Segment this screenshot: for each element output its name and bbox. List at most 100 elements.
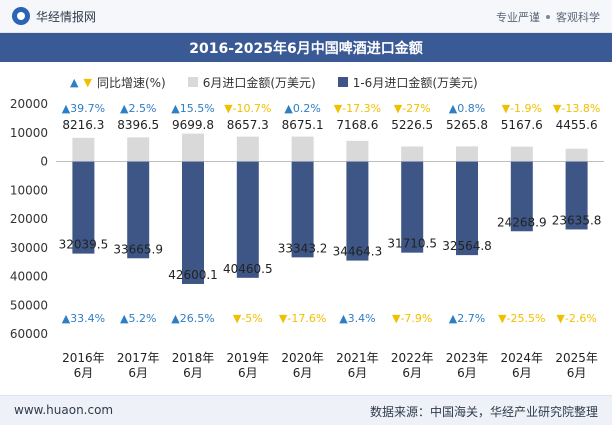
ytd-value-label: 32564.8 <box>442 239 492 253</box>
triangle-down-icon: ▼ <box>83 75 92 89</box>
y-tick-label: 20000 <box>10 97 48 111</box>
ytd-value-label: 23635.8 <box>552 213 602 227</box>
ytd-value-label: 34464.3 <box>333 245 383 259</box>
ytd-growth-label: ▲26.5% <box>171 312 214 325</box>
june-bar <box>401 146 424 162</box>
june-growth-label: ▲0.8% <box>449 102 485 115</box>
ytd-bar <box>236 161 259 278</box>
june-value-label: 8396.5 <box>117 118 159 132</box>
legend-june-label: 6月进口金额(万美元) <box>202 75 316 90</box>
ytd-bar <box>456 161 478 256</box>
footer-source: 数据来源：中国海关，华经产业研究院整理 <box>369 405 598 419</box>
ytd-growth-label: ▲2.7% <box>449 312 485 325</box>
top-bar: 华经情报网 专业严谨 客观科学 <box>0 0 612 33</box>
tagline-right: 客观科学 <box>556 11 600 24</box>
june-value-label: 8657.3 <box>227 118 269 132</box>
x-tick-label: 2022年 6月 <box>391 351 434 380</box>
ytd-bar <box>346 161 369 261</box>
june-growth-label: ▲0.2% <box>284 102 320 115</box>
june-bar <box>291 136 314 162</box>
brand-logo-icon <box>12 7 30 25</box>
y-tick-label: 0 <box>40 155 48 169</box>
june-growth-label: ▲2.5% <box>120 102 156 115</box>
y-tick-label: 50000 <box>10 298 48 312</box>
ytd-growth-label: ▲33.4% <box>62 312 105 325</box>
june-growth-label: ▼-10.7% <box>224 102 271 115</box>
x-tick-label: 2023年 6月 <box>446 351 489 380</box>
june-value-label: 8216.3 <box>62 118 104 132</box>
tagline: 专业严谨 客观科学 <box>496 9 600 25</box>
june-value-label: 8675.1 <box>282 118 324 132</box>
june-bar <box>182 133 204 162</box>
legend-ytd-label: 1-6月进口金额(万美元) <box>352 75 478 90</box>
x-tick-label: 2021年 6月 <box>336 351 379 380</box>
legend-growth: ▲ ▼ 同比增速(%) <box>70 74 166 91</box>
ytd-bar <box>401 161 424 253</box>
ytd-growth-label: ▼-5% <box>233 312 263 325</box>
june-bar <box>346 140 369 162</box>
y-tick-label: 10000 <box>10 183 48 197</box>
june-value-label: 5167.6 <box>501 118 543 132</box>
separator-dot-icon <box>546 15 550 19</box>
ytd-value-label: 40460.5 <box>223 262 273 276</box>
footer-url[interactable]: www.huaon.com <box>14 403 114 417</box>
legend-june-swatch <box>187 77 198 87</box>
tagline-left: 专业严谨 <box>496 11 540 24</box>
ytd-bar <box>127 161 150 259</box>
chart-title: 2016-2025年6月中国啤酒进口金额 <box>189 40 423 57</box>
ytd-growth-label: ▲3.4% <box>339 312 375 325</box>
x-tick-label: 2020年 6月 <box>281 351 324 380</box>
chart-title-bar: 2016-2025年6月中国啤酒进口金额 <box>0 33 612 62</box>
ytd-bar <box>565 161 588 230</box>
brand-name: 华经情报网 <box>36 9 97 24</box>
june-growth-label: ▼-17.3% <box>334 102 381 115</box>
june-bar <box>72 137 95 162</box>
x-tick-label: 2017年 6月 <box>117 351 160 380</box>
x-tick-label: 2025年 6月 <box>555 351 598 380</box>
y-tick-label: 10000 <box>10 126 48 140</box>
june-growth-label: ▼-27% <box>394 102 431 115</box>
x-tick-label: 2019年 6月 <box>227 351 270 380</box>
june-value-label: 5226.5 <box>391 118 433 132</box>
june-growth-label: ▲15.5% <box>171 102 214 115</box>
june-bar <box>565 148 588 162</box>
brand[interactable]: 华经情报网 <box>12 7 96 25</box>
chart-legend: ▲ ▼ 同比增速(%) 6月进口金额(万美元) 1-6月进口金额(万美元) <box>70 74 478 90</box>
ytd-value-label: 32039.5 <box>59 238 109 252</box>
ytd-bar <box>72 161 95 254</box>
june-bar <box>236 136 259 162</box>
june-value-label: 7168.6 <box>336 118 378 132</box>
ytd-growth-label: ▼-2.6% <box>556 312 596 325</box>
y-tick-label: 60000 <box>10 327 48 341</box>
ytd-growth-label: ▼-7.9% <box>392 312 432 325</box>
x-tick-label: 2018年 6月 <box>172 351 215 380</box>
bar-chart: 20000 10000 0 10000 20000 30000 40000 50000 6000… <box>10 97 604 380</box>
legend-growth-label: 同比增速(%) <box>96 75 166 90</box>
x-tick-label: 2016年 6月 <box>62 351 105 380</box>
legend-june: 6月进口金额(万美元) <box>187 74 316 91</box>
june-growth-label: ▼-13.8% <box>553 102 600 115</box>
ytd-value-label: 42600.1 <box>168 268 218 282</box>
ytd-growth-label: ▼-17.6% <box>279 312 326 325</box>
ytd-bar <box>510 161 533 232</box>
y-tick-label: 30000 <box>10 241 48 255</box>
ytd-growth-label: ▼-25.5% <box>498 312 545 325</box>
ytd-value-label: 33665.9 <box>113 242 163 256</box>
june-growth-label: ▲39.7% <box>62 102 105 115</box>
june-bar <box>510 146 533 162</box>
june-bar <box>127 137 150 162</box>
june-value-label: 5265.8 <box>446 118 488 132</box>
june-value-label: 9699.8 <box>172 118 214 132</box>
legend-ytd: 1-6月进口金额(万美元) <box>337 74 478 91</box>
ytd-value-label: 24268.9 <box>497 215 547 229</box>
ytd-value-label: 31710.5 <box>387 237 437 251</box>
triangle-up-icon: ▲ <box>70 75 79 89</box>
ytd-bar <box>291 161 314 258</box>
june-value-label: 4455.6 <box>556 118 598 132</box>
ytd-value-label: 33343.2 <box>278 241 328 255</box>
footer: www.huaon.com 数据来源：中国海关，华经产业研究院整理 <box>0 395 612 425</box>
june-growth-label: ▼-1.9% <box>502 102 542 115</box>
y-tick-label: 20000 <box>10 212 48 226</box>
y-tick-label: 40000 <box>10 270 48 284</box>
legend-ytd-swatch <box>337 77 348 87</box>
